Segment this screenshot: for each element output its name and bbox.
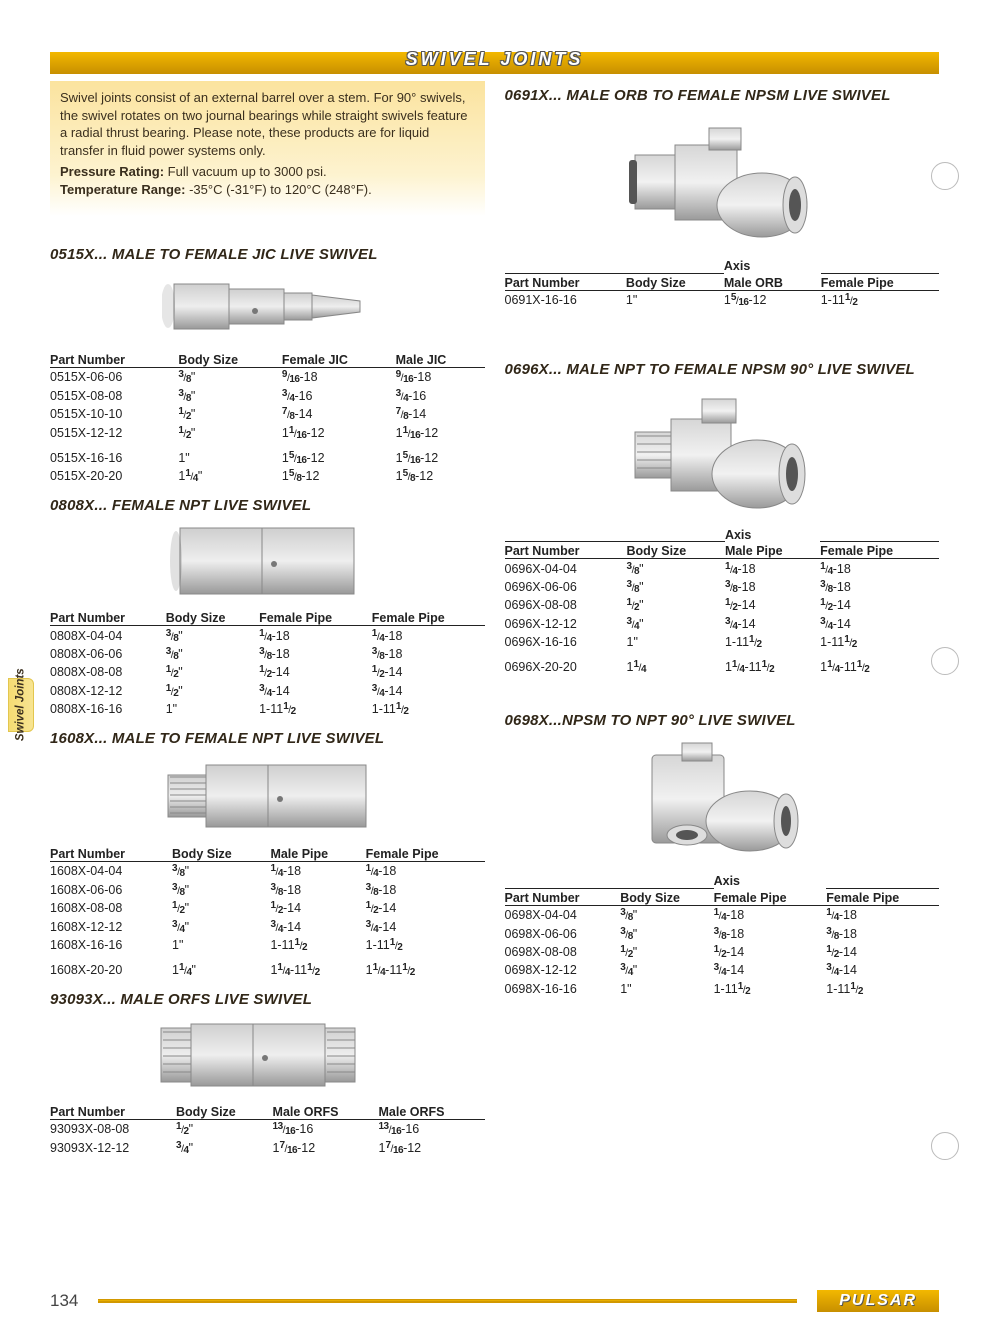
footer-rule bbox=[98, 1299, 797, 1303]
side-tab-label: Swivel Joints bbox=[15, 669, 27, 742]
table-row: 1608X-04-043/8"1/4-181/4-18 bbox=[50, 862, 485, 881]
table-0691: Axis Part Number Body Size Male ORB Fema… bbox=[505, 257, 940, 309]
table-row: 1608X-20-2011/4"11/4-111/211/4-111/2 bbox=[50, 954, 485, 979]
table-row: 1608X-08-081/2"1/2-141/2-14 bbox=[50, 899, 485, 917]
table-row: 0696X-12-123/4"3/4-143/4-14 bbox=[505, 615, 940, 633]
footer-logo: PULSAR bbox=[817, 1290, 939, 1312]
punch-hole bbox=[931, 647, 959, 675]
table-0808: Part Number Body Size Female Pipe Female… bbox=[50, 609, 485, 718]
header-bar: SWIVEL JOINTS bbox=[50, 52, 939, 74]
table-row: 0808X-04-043/8"1/4-181/4-18 bbox=[50, 626, 485, 645]
table-row: 0808X-12-121/2"3/4-143/4-14 bbox=[50, 681, 485, 699]
section-title-93093: 93093X... MALE ORFS LIVE SWIVEL bbox=[50, 991, 485, 1008]
temp-label: Temperature Range: bbox=[60, 182, 185, 197]
table-row: 0515X-12-121/2"11/16-1211/16-12 bbox=[50, 423, 485, 441]
table-row: 93093X-08-081/2"13/16-1613/16-16 bbox=[50, 1120, 485, 1139]
table-row: 1608X-06-063/8"3/8-183/8-18 bbox=[50, 881, 485, 899]
table-row: 1608X-16-161"1-111/21-111/2 bbox=[50, 936, 485, 954]
table-row: 0515X-10-101/2"7/8-147/8-14 bbox=[50, 405, 485, 423]
product-image-0515 bbox=[162, 269, 372, 344]
pressure-label: Pressure Rating: bbox=[60, 164, 164, 179]
left-column: Swivel joints consist of an external bar… bbox=[50, 81, 485, 1167]
section-title-0691: 0691X... MALE ORB TO FEMALE NPSM LIVE SW… bbox=[505, 87, 940, 104]
table-row: 0698X-08-081/2"1/2-141/2-14 bbox=[505, 943, 940, 961]
table-0698: Axis Part Number Body Size Female Pipe F… bbox=[505, 872, 940, 997]
table-header-row: Part Number Body Size Male Pipe Female P… bbox=[50, 845, 485, 862]
table-row: 0515X-06-063/8"9/16-189/16-18 bbox=[50, 368, 485, 387]
table-row: 0696X-04-043/8"1/4-181/4-18 bbox=[505, 559, 940, 578]
page-title: SWIVEL JOINTS bbox=[406, 49, 584, 70]
table-header-row: Part Number Body Size Male Pipe Female P… bbox=[505, 542, 940, 559]
product-image-1608 bbox=[160, 753, 375, 838]
product-image-0808 bbox=[170, 520, 365, 602]
side-tab: Swivel Joints bbox=[8, 678, 34, 732]
table-row: 0696X-06-063/8"3/8-183/8-18 bbox=[505, 578, 940, 596]
section-title-0696: 0696X... MALE NPT TO FEMALE NPSM 90° LIV… bbox=[505, 361, 940, 378]
table-0696: Axis Part Number Body Size Male Pipe Fem… bbox=[505, 526, 940, 677]
table-row: 0515X-16-161"15/16-1215/16-12 bbox=[50, 442, 485, 467]
table-row: 0696X-08-081/2"1/2-141/2-14 bbox=[505, 596, 940, 614]
table-header-row: Part Number Body Size Male ORFS Male ORF… bbox=[50, 1103, 485, 1120]
table-row: 0698X-12-123/4"3/4-143/4-14 bbox=[505, 961, 940, 979]
intro-text: Swivel joints consist of an external bar… bbox=[60, 89, 471, 159]
table-row: 0808X-08-081/2"1/2-141/2-14 bbox=[50, 663, 485, 681]
product-image-93093 bbox=[155, 1014, 380, 1096]
table-header-row: Part Number Body Size Female JIC Male JI… bbox=[50, 351, 485, 368]
table-row: 0698X-04-043/8"1/4-181/4-18 bbox=[505, 905, 940, 924]
right-column: 0691X... MALE ORB TO FEMALE NPSM LIVE SW… bbox=[505, 81, 940, 1167]
table-header-row: Part Number Body Size Female Pipe Female… bbox=[50, 609, 485, 626]
table-row: 0691X-16-161"15/16-121-111/2 bbox=[505, 290, 940, 309]
page-number: 134 bbox=[50, 1291, 78, 1311]
table-0515: Part Number Body Size Female JIC Male JI… bbox=[50, 351, 485, 485]
product-image-0698 bbox=[632, 735, 812, 865]
section-title-0515: 0515X... MALE TO FEMALE JIC LIVE SWIVEL bbox=[50, 246, 485, 263]
section-title-0808: 0808X... FEMALE NPT LIVE SWIVEL bbox=[50, 497, 485, 514]
table-header-row: Part Number Body Size Male ORB Female Pi… bbox=[505, 273, 940, 290]
section-title-1608: 1608X... MALE TO FEMALE NPT LIVE SWIVEL bbox=[50, 730, 485, 747]
product-image-0696 bbox=[627, 384, 817, 519]
pressure-value: Full vacuum up to 3000 psi. bbox=[164, 164, 327, 179]
table-header-row: Part Number Body Size Female Pipe Female… bbox=[505, 888, 940, 905]
table-row: 0515X-08-083/8"3/4-163/4-16 bbox=[50, 387, 485, 405]
section-title-0698: 0698X...NPSM TO NPT 90° LIVE SWIVEL bbox=[505, 712, 940, 729]
table-row: 0696X-20-2011/411/4-111/211/4-111/2 bbox=[505, 651, 940, 676]
product-image-0691 bbox=[627, 110, 817, 250]
page-footer: 134 PULSAR bbox=[0, 1290, 989, 1312]
table-row: 0808X-06-063/8"3/8-183/8-18 bbox=[50, 645, 485, 663]
table-row: 0698X-06-063/8"3/8-183/8-18 bbox=[505, 924, 940, 942]
table-93093: Part Number Body Size Male ORFS Male ORF… bbox=[50, 1103, 485, 1157]
punch-hole bbox=[931, 1132, 959, 1160]
table-row: 1608X-12-123/4"3/4-143/4-14 bbox=[50, 917, 485, 935]
table-row: 0515X-20-2011/4"15/8-1215/8-12 bbox=[50, 467, 485, 485]
intro-box: Swivel joints consist of an external bar… bbox=[50, 81, 485, 216]
table-row: 0696X-16-161"1-111/21-111/2 bbox=[505, 633, 940, 651]
table-1608: Part Number Body Size Male Pipe Female P… bbox=[50, 845, 485, 979]
temp-value: -35°C (-31°F) to 120°C (248°F). bbox=[185, 182, 371, 197]
punch-hole bbox=[931, 162, 959, 190]
table-row: 0698X-16-161"1-111/21-111/2 bbox=[505, 979, 940, 997]
table-row: 0808X-16-161"1-111/21-111/2 bbox=[50, 700, 485, 718]
table-row: 93093X-12-123/4"17/16-1217/16-12 bbox=[50, 1139, 485, 1157]
